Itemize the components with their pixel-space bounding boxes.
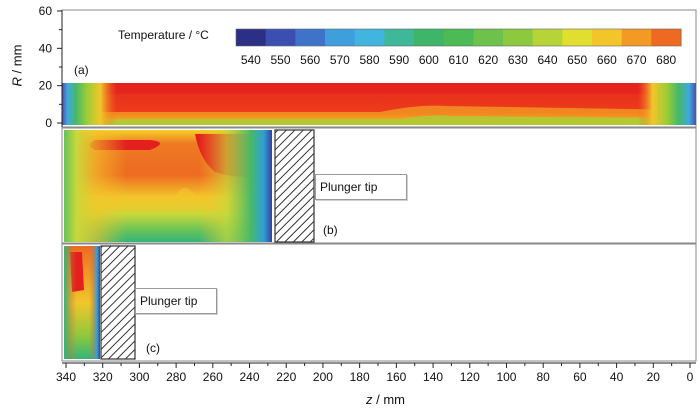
colorbar-swatch xyxy=(592,29,623,46)
colorbar-tick-label: 580 xyxy=(359,53,379,67)
y-tick-label: 0 xyxy=(45,116,52,130)
colorbar-tick-label: 680 xyxy=(656,53,676,67)
y-axis-unit: / mm xyxy=(9,44,25,74)
x-tick-label: 320 xyxy=(93,370,113,384)
colorbar-swatch xyxy=(295,29,326,46)
x-tick-label: 160 xyxy=(386,370,406,384)
colorbar-swatch xyxy=(354,29,385,46)
x-tick-label: 260 xyxy=(203,370,223,384)
y-tick-label: 20 xyxy=(39,79,53,93)
x-tick-label: 60 xyxy=(573,370,587,384)
colorbar-tick-label: 620 xyxy=(478,53,498,67)
x-tick-label: 180 xyxy=(350,370,370,384)
y-tick-label: 60 xyxy=(39,4,53,18)
colorbar-swatch xyxy=(443,29,474,46)
x-tick-label: 300 xyxy=(129,370,149,384)
colorbar-tick-label: 590 xyxy=(389,53,409,67)
x-axis-unit: / mm xyxy=(376,392,406,407)
plunger-tip-b xyxy=(274,129,315,243)
x-tick-label: 120 xyxy=(460,370,480,384)
panel-c-tag: (c) xyxy=(146,341,160,355)
x-tick-label: 100 xyxy=(496,370,516,384)
y-axis: 0 20 40 60 xyxy=(39,4,63,130)
x-tick-label: 40 xyxy=(610,370,624,384)
y-axis-var: R xyxy=(9,77,25,87)
plunger-tip-c xyxy=(100,245,136,360)
colorbar-tick-label: 660 xyxy=(597,53,617,67)
panel-b-tag: (b) xyxy=(323,223,338,237)
colorbar-tick-label: 540 xyxy=(241,53,261,67)
x-axis: 340 320 300 280 260 240 220 200 180 160 140 120 100 8… xyxy=(56,362,696,384)
colorbar-swatch xyxy=(473,29,504,46)
colorbar-swatch xyxy=(532,29,563,46)
x-axis-var: z xyxy=(366,392,373,407)
plunger-label-c: Plunger tip xyxy=(135,288,217,314)
colorbar-tick-label: 550 xyxy=(270,53,290,67)
x-tick-label: 140 xyxy=(423,370,443,384)
colorbar-border xyxy=(235,28,682,47)
colorbar-swatch xyxy=(265,29,296,46)
panel-b-field xyxy=(64,130,272,242)
colorbar-tick-label: 610 xyxy=(448,53,468,67)
colorbar-swatch xyxy=(503,29,534,46)
x-tick-label: 340 xyxy=(56,370,76,384)
colorbar-swatch xyxy=(562,29,593,46)
x-tick-label: 0 xyxy=(687,370,694,384)
y-tick-label: 40 xyxy=(39,41,53,55)
x-axis-title: z / mm xyxy=(366,392,405,407)
panel-c-field xyxy=(64,246,100,359)
plunger-label-b: Plunger tip xyxy=(315,174,407,200)
x-tick-label: 20 xyxy=(647,370,661,384)
x-tick-label: 200 xyxy=(313,370,333,384)
colorbar-tick-label: 650 xyxy=(567,53,587,67)
colorbar: 540 550 560 570 580 590 600 610 620 630 640 650 660 6… xyxy=(235,28,682,67)
colorbar-title: Temperature / °C xyxy=(118,28,209,42)
y-axis-title: R / mm xyxy=(10,41,25,91)
colorbar-tick-label: 640 xyxy=(537,53,557,67)
colorbar-swatch xyxy=(236,29,267,46)
x-tick-label: 80 xyxy=(536,370,550,384)
colorbar-swatch xyxy=(325,29,356,46)
colorbar-swatch xyxy=(384,29,415,46)
colorbar-swatch xyxy=(414,29,445,46)
panel-a-field xyxy=(62,83,696,125)
x-tick-label: 240 xyxy=(240,370,260,384)
colorbar-swatch xyxy=(651,29,682,46)
colorbar-swatch xyxy=(621,29,652,46)
panel-a-tag: (a) xyxy=(74,63,89,77)
x-tick-label: 220 xyxy=(276,370,296,384)
colorbar-tick-label: 600 xyxy=(419,53,439,67)
colorbar-tick-label: 670 xyxy=(626,53,646,67)
colorbar-tick-label: 630 xyxy=(508,53,528,67)
colorbar-tick-label: 560 xyxy=(300,53,320,67)
colorbar-tick-label: 570 xyxy=(330,53,350,67)
x-tick-label: 280 xyxy=(166,370,186,384)
